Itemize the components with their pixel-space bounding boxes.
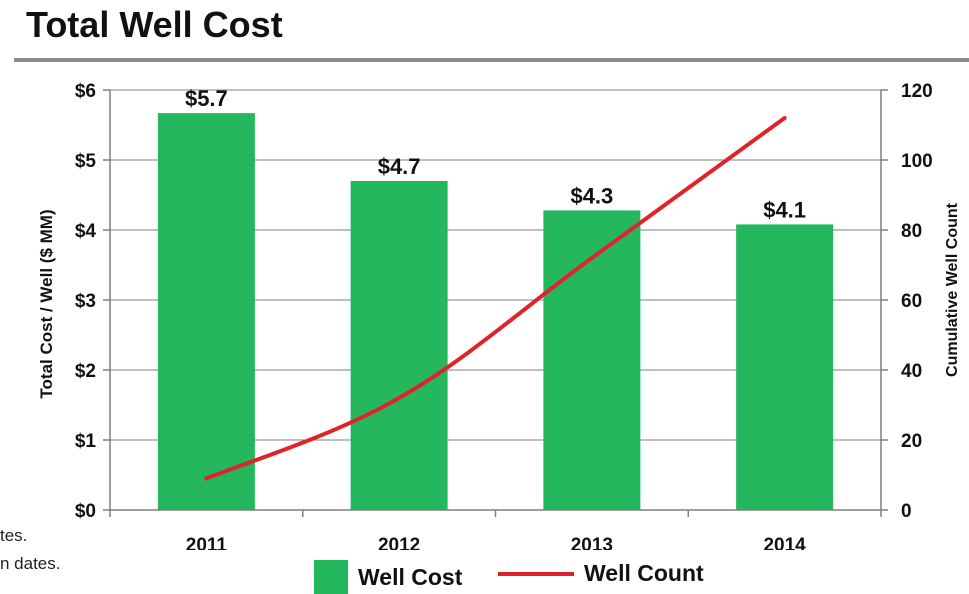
y-tick-label: $6 — [75, 81, 96, 102]
y-tick-label: $2 — [75, 361, 96, 382]
y2-tick-label: 80 — [901, 221, 922, 242]
bar-2014 — [736, 224, 834, 510]
y2-tick-label: 60 — [901, 291, 922, 312]
legend-label-well-cost: Well Cost — [358, 563, 463, 590]
y2-tick-label: 120 — [901, 81, 933, 102]
data-label-2014: $4.1 — [763, 197, 806, 222]
data-label-2013: $4.3 — [570, 183, 613, 208]
y-tick-label: $5 — [75, 151, 97, 172]
y2-axis-title: Cumulative Well Count — [944, 202, 961, 377]
x-tick-label: 2014 — [763, 535, 806, 550]
y2-tick-label: 20 — [901, 431, 922, 452]
well-cost-chart: $5.7 $4.7 $4.3 $4.1 $0 $1 $2 $3 $4 $5 $6 0 20 40 60 80 1… — [37, 81, 961, 550]
legend-swatch-bar — [314, 560, 348, 594]
y-axis-title: Total Cost / Well ($ MM) — [37, 209, 56, 398]
footnote-fragment-1: tes. — [0, 526, 28, 545]
bar-2013 — [543, 210, 641, 510]
data-label-2011: $5.7 — [185, 86, 228, 111]
bar-2012 — [350, 181, 448, 510]
title-divider — [14, 58, 969, 62]
y2-tick-label: 0 — [901, 501, 912, 522]
x-tick-label: 2013 — [571, 535, 613, 550]
footnote-fragment-2: n dates. — [0, 554, 61, 573]
chart-legend: Well Cost Well Count — [0, 560, 969, 594]
y-tick-label: $1 — [75, 431, 97, 452]
x-tick-label: 2011 — [186, 535, 228, 550]
y2-tick-label: 100 — [901, 151, 933, 172]
data-label-2012: $4.7 — [378, 154, 421, 179]
y-tick-label: $0 — [75, 501, 96, 522]
x-tick-label: 2012 — [378, 535, 420, 550]
page-title: Total Well Cost — [26, 4, 283, 45]
bar-2011 — [157, 113, 255, 510]
y-tick-label: $4 — [75, 221, 97, 242]
legend-swatch-line — [498, 571, 574, 576]
well-count-line — [204, 116, 787, 481]
legend-item-well-cost: Well Cost — [314, 560, 462, 594]
legend-item-well-count: Well Count — [498, 560, 704, 587]
y2-tick-label: 40 — [901, 361, 922, 382]
legend-label-well-count: Well Count — [584, 560, 704, 586]
y-tick-label: $3 — [75, 291, 96, 312]
